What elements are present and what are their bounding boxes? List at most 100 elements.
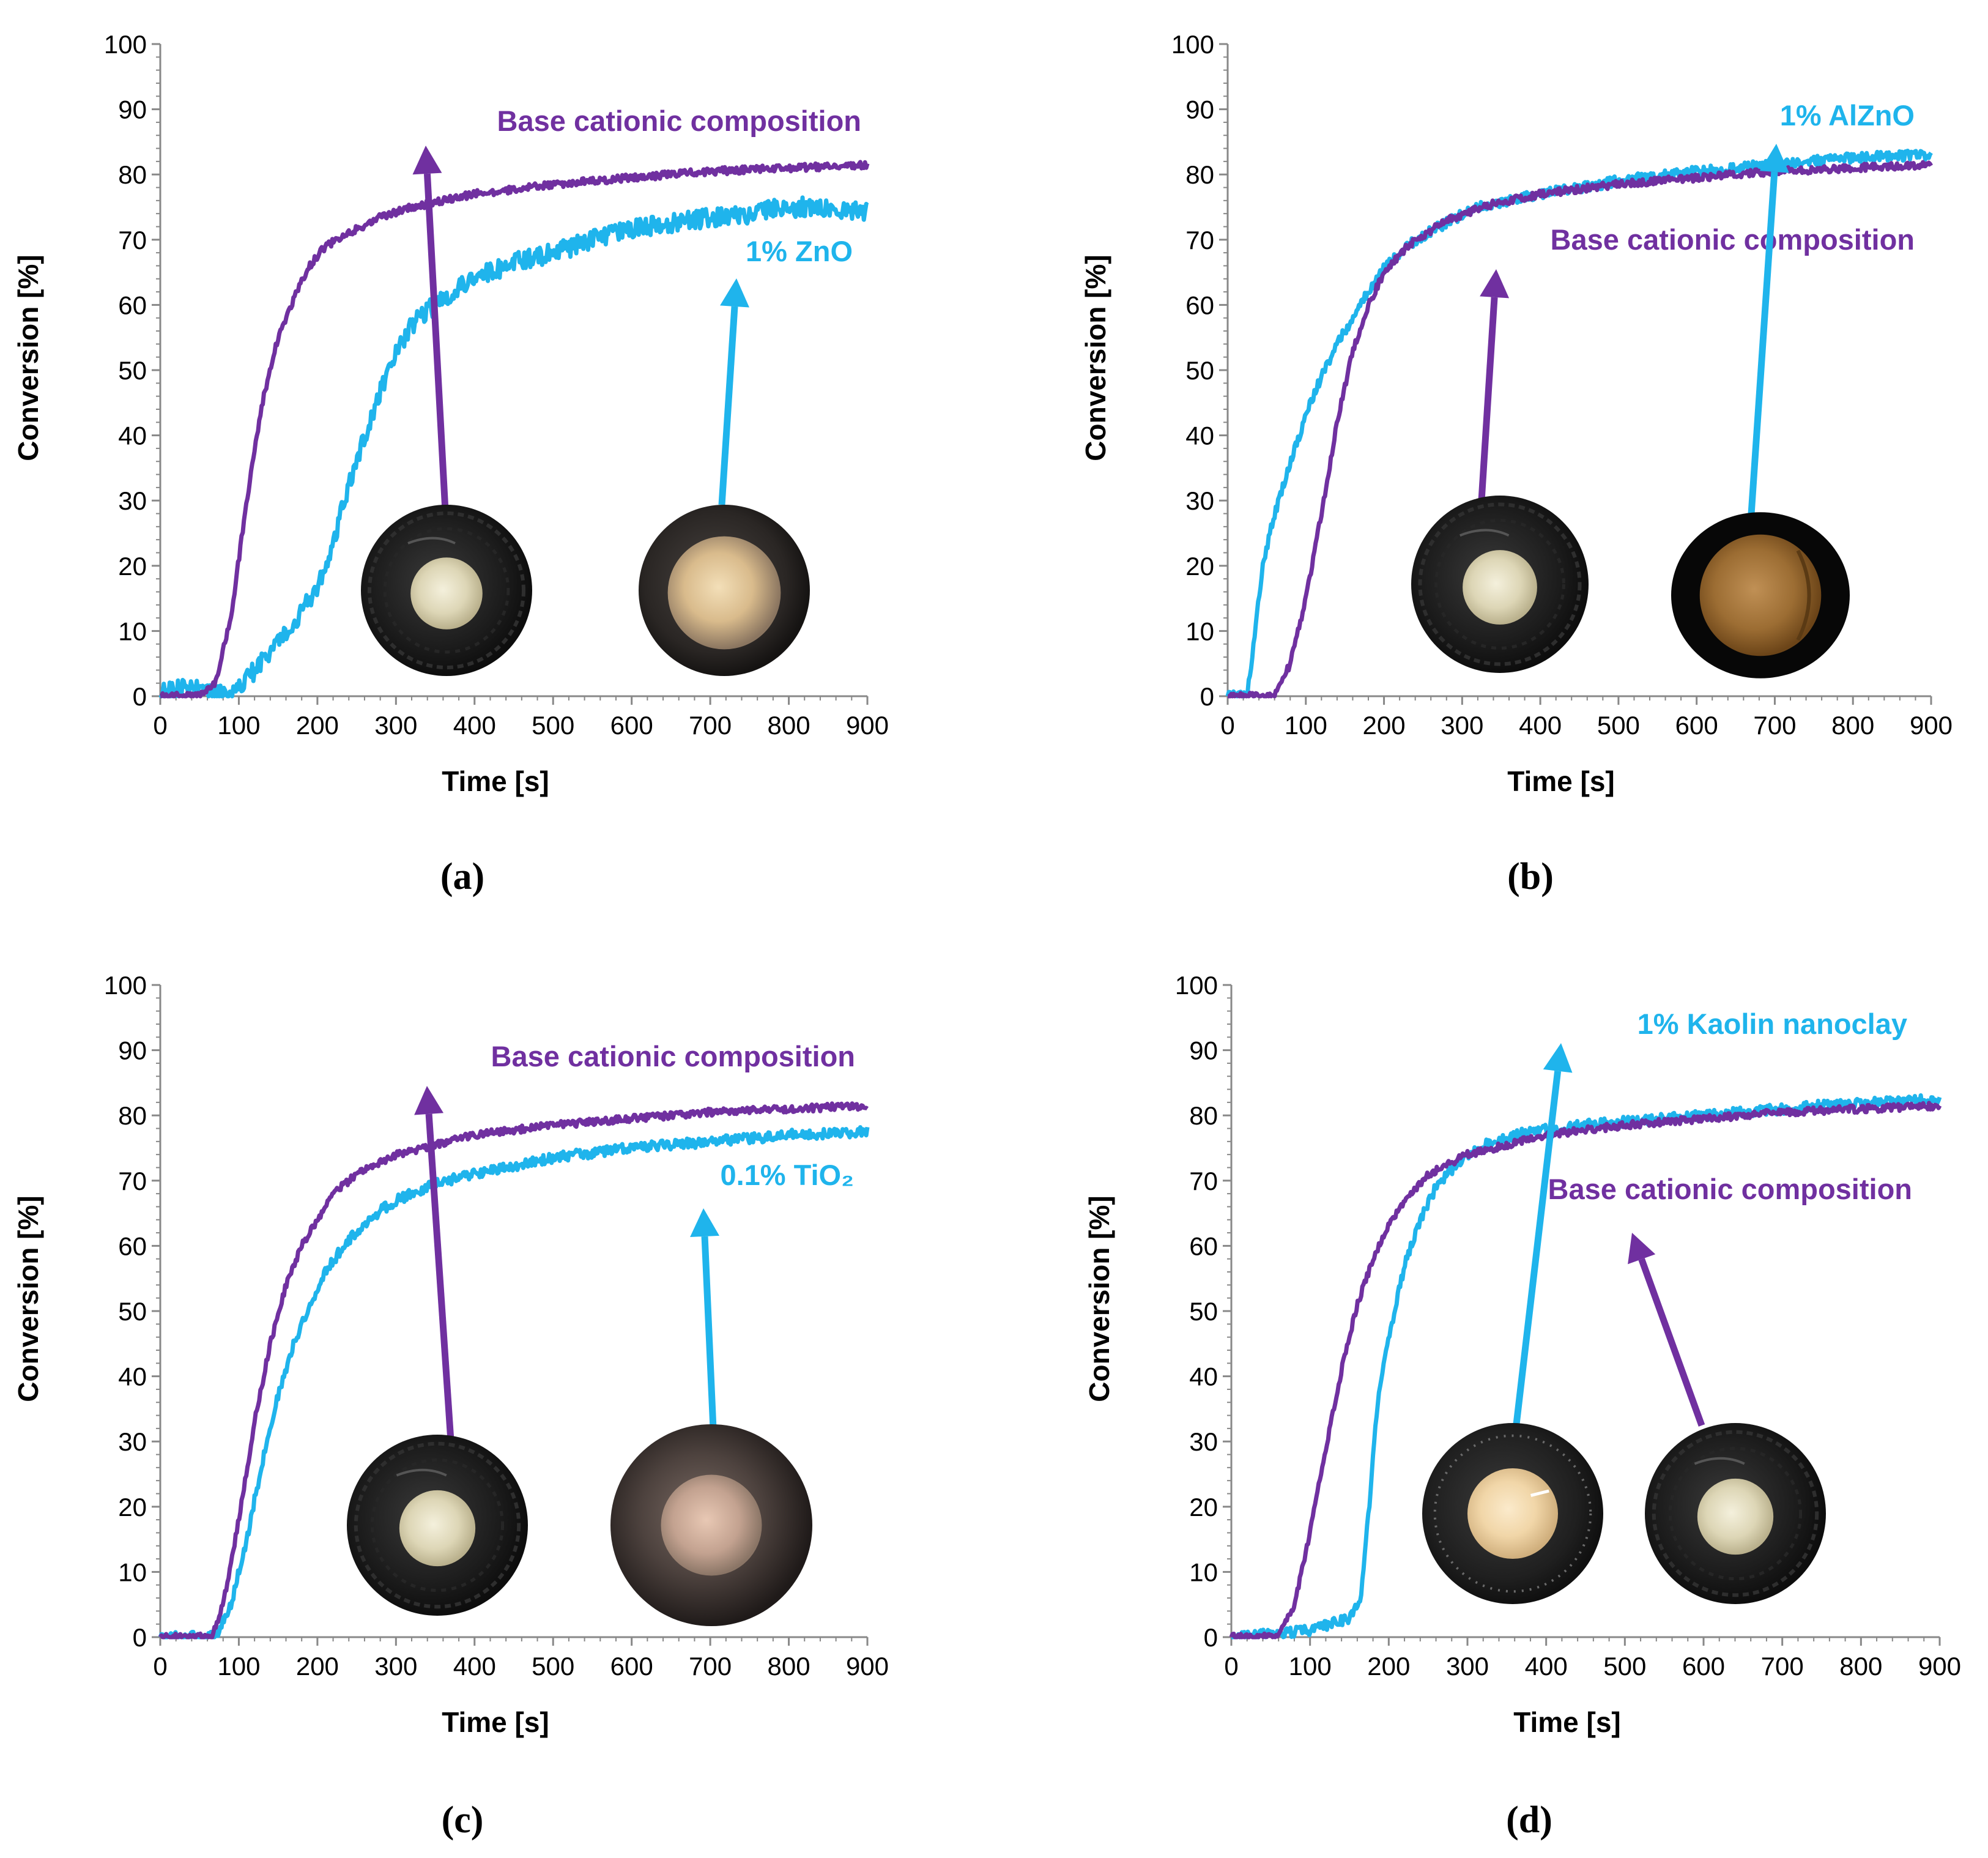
y-tick-label: 10 <box>118 1558 147 1586</box>
x-tick-label: 600 <box>1682 1652 1725 1681</box>
sample-photo-base <box>1645 1423 1826 1604</box>
y-tick-label: 60 <box>1185 291 1214 319</box>
y-tick-label: 50 <box>1185 356 1214 385</box>
x-tick-label: 900 <box>1910 711 1953 740</box>
annotation-label: Base cationic composition <box>1551 223 1915 256</box>
cured-sample <box>1697 1478 1774 1555</box>
annotation-label: 1% AlZnO <box>1780 99 1915 132</box>
y-tick-label: 30 <box>118 486 147 515</box>
cured-sample <box>1463 550 1537 625</box>
x-tick-label: 100 <box>1285 711 1327 740</box>
chart-panel-b: 0 10 20 30 40 50 60 70 80 90 100 0 100 200 300 400 500 60… <box>1080 30 1953 897</box>
panel-label: (b) <box>1507 856 1554 897</box>
sample-photo-additive <box>1422 1423 1603 1604</box>
y-tick-label: 90 <box>1185 95 1214 124</box>
x-tick-label: 200 <box>1363 711 1406 740</box>
y-tick-label: 100 <box>104 971 147 1000</box>
sample-photo-base <box>361 505 532 676</box>
y-tick-label: 30 <box>1185 486 1214 515</box>
y-tick-label: 50 <box>118 1297 147 1326</box>
y-tick-label: 60 <box>1189 1232 1218 1260</box>
annotation-arrow-shaft <box>701 1236 717 1429</box>
cured-sample <box>1467 1468 1558 1559</box>
y-tick-label: 0 <box>133 1623 147 1652</box>
y-tick-label: 10 <box>118 617 147 645</box>
annotation-label: 1% ZnO <box>746 235 853 267</box>
annotation-arrow-head <box>1628 1233 1656 1265</box>
x-tick-label: 900 <box>846 1652 889 1681</box>
y-tick-label: 30 <box>1189 1427 1218 1456</box>
cured-sample <box>399 1490 476 1567</box>
x-tick-label: 200 <box>296 1652 339 1681</box>
cured-sample <box>667 536 781 650</box>
x-tick-label: 0 <box>1220 711 1234 740</box>
x-tick-label: 300 <box>1446 1652 1489 1681</box>
annotation-arrow-head <box>690 1208 720 1238</box>
panel-label: (c) <box>442 1799 484 1841</box>
annotation-arrow-head <box>1480 269 1510 299</box>
y-tick-label: 50 <box>118 356 147 385</box>
series-line-additive <box>158 1125 870 1640</box>
x-tick-label: 200 <box>296 711 339 740</box>
y-tick-label: 90 <box>1189 1036 1218 1065</box>
y-tick-label: 40 <box>1185 422 1214 450</box>
x-tick-label: 500 <box>1597 711 1640 740</box>
series-line-base <box>1226 160 1933 699</box>
y-tick-label: 100 <box>104 30 147 59</box>
panel-label: (d) <box>1506 1799 1552 1841</box>
annotation-label: Base cationic composition <box>497 105 861 137</box>
x-tick-label: 900 <box>1918 1652 1961 1681</box>
y-tick-label: 20 <box>118 552 147 581</box>
annotation-arrow-shaft <box>1511 1071 1562 1435</box>
x-tick-label: 500 <box>532 1652 574 1681</box>
panel-label: (a) <box>440 856 484 897</box>
x-tick-label: 300 <box>1441 711 1483 740</box>
x-tick-label: 800 <box>1831 711 1874 740</box>
annotation-arrow-shaft <box>1478 297 1498 501</box>
x-tick-label: 400 <box>1525 1652 1568 1681</box>
series-line-additive <box>158 195 869 699</box>
annotation-arrow-shaft <box>1638 1258 1705 1427</box>
annotation-arrow-head <box>720 278 749 308</box>
y-tick-label: 100 <box>1175 971 1218 1000</box>
series-line-base <box>158 1101 869 1640</box>
y-tick-label: 70 <box>118 226 147 255</box>
x-axis-title: Time [s] <box>442 765 549 797</box>
y-tick-label: 60 <box>118 291 147 319</box>
y-axis-title: Conversion [%] <box>1080 255 1111 461</box>
y-tick-label: 70 <box>1185 226 1214 255</box>
annotation-label: Base cationic composition <box>491 1040 855 1072</box>
x-tick-label: 0 <box>1224 1652 1238 1681</box>
series-line-additive <box>1230 1093 1942 1640</box>
y-tick-label: 50 <box>1189 1297 1218 1326</box>
y-tick-label: 60 <box>118 1232 147 1260</box>
y-tick-label: 0 <box>1200 682 1214 711</box>
x-tick-label: 500 <box>532 711 574 740</box>
y-tick-label: 90 <box>118 1036 147 1065</box>
x-axis-title: Time [s] <box>1507 765 1615 797</box>
y-tick-label: 0 <box>133 682 147 711</box>
cured-sample <box>410 557 483 630</box>
x-tick-label: 700 <box>1753 711 1796 740</box>
annotation-label: 0.1% TiO₂ <box>720 1159 854 1191</box>
x-tick-label: 800 <box>768 1652 810 1681</box>
annotation-arrow-shaft <box>425 1113 454 1441</box>
cured-sample <box>661 1474 762 1576</box>
y-tick-label: 80 <box>118 1101 147 1130</box>
y-tick-label: 80 <box>1185 160 1214 189</box>
x-tick-label: 0 <box>153 711 167 740</box>
annotation-label: 1% Kaolin nanoclay <box>1638 1008 1907 1040</box>
y-tick-label: 70 <box>118 1167 147 1195</box>
x-tick-label: 700 <box>1761 1652 1804 1681</box>
y-axis-title: Conversion [%] <box>1083 1195 1115 1402</box>
y-axis-title: Conversion [%] <box>12 1195 44 1402</box>
annotation-arrow-head <box>412 146 442 175</box>
series-line-base <box>1229 1101 1942 1640</box>
x-tick-label: 800 <box>1839 1652 1882 1681</box>
x-tick-label: 600 <box>610 1652 653 1681</box>
y-tick-label: 80 <box>1189 1101 1218 1130</box>
y-tick-label: 40 <box>118 422 147 450</box>
x-tick-label: 600 <box>1675 711 1718 740</box>
x-tick-label: 200 <box>1367 1652 1410 1681</box>
y-tick-label: 100 <box>1171 30 1214 59</box>
